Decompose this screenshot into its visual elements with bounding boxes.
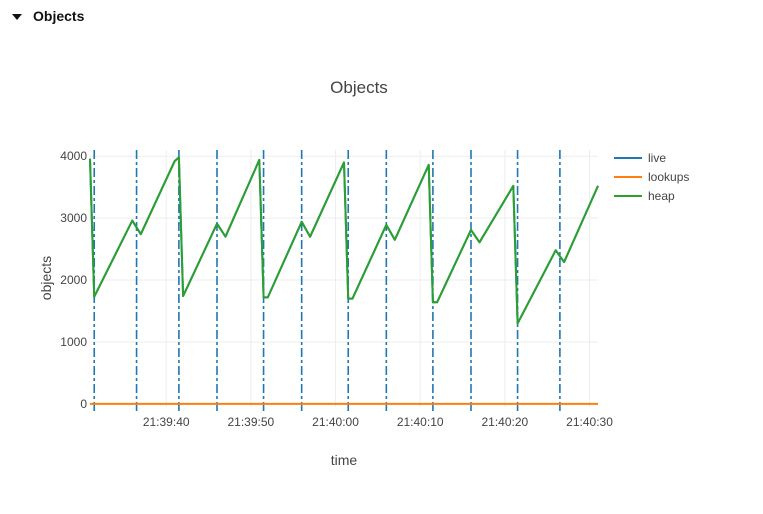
x-axis-title: time: [331, 452, 358, 468]
caret-down-icon: [12, 13, 22, 20]
objects-section-toggle[interactable]: Objects: [12, 6, 84, 26]
x-tick-label: 21:40:00: [312, 415, 359, 429]
x-tick-label: 21:40:30: [566, 415, 613, 429]
y-axis-title: objects: [38, 256, 54, 300]
legend-label-live: live: [648, 151, 666, 165]
y-tick-label: 2000: [60, 273, 87, 287]
y-tick-label: 4000: [60, 149, 87, 163]
series-line-heap: [89, 156, 599, 325]
x-tick-label: 21:40:10: [397, 415, 444, 429]
x-tick-label: 21:39:40: [143, 415, 190, 429]
x-tick-label: 21:40:20: [482, 415, 529, 429]
chart-title: Objects: [330, 78, 388, 97]
x-tick-label: 21:39:50: [228, 415, 275, 429]
section-title: Objects: [33, 8, 85, 24]
legend-label-heap: heap: [648, 189, 675, 203]
y-tick-label: 0: [80, 397, 87, 411]
legend-label-lookups: lookups: [648, 170, 689, 184]
y-tick-label: 1000: [60, 335, 87, 349]
y-tick-label: 3000: [60, 211, 87, 225]
